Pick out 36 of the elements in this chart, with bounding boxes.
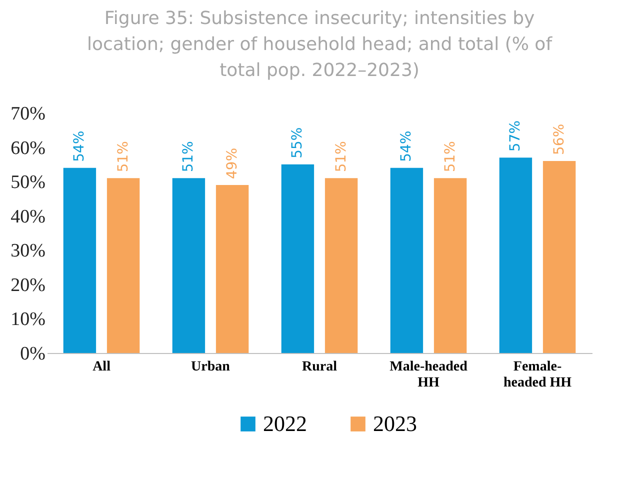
x-tick-label: All: [92, 360, 111, 374]
data-label: 54%: [72, 130, 88, 162]
y-tick-label: 0%: [20, 344, 46, 364]
legend-label: 2023: [373, 411, 417, 436]
bar: [172, 178, 206, 353]
data-label: 51%: [442, 141, 458, 172]
data-label: 51%: [333, 141, 350, 172]
bar: [324, 178, 358, 353]
bar: [390, 168, 424, 353]
chart-title: Figure 35: Subsistence insecurity; intensities by location; gender of household head; and total (% of total pop. 2022–2023): [86, 8, 553, 81]
data-label: 57%: [508, 120, 524, 152]
data-label: 55%: [290, 127, 306, 158]
bar: [542, 161, 576, 353]
data-label: 51%: [115, 141, 132, 172]
y-tick-label: 50%: [10, 172, 46, 194]
bar: [106, 178, 140, 353]
x-tick-label: Male-headed HH: [390, 360, 468, 390]
data-label: 51%: [180, 141, 197, 172]
data-label: 56%: [551, 124, 568, 155]
bar: [434, 178, 467, 353]
bar: [216, 185, 249, 353]
y-tick-label: 70%: [10, 104, 46, 124]
x-tick-label: Rural: [302, 360, 338, 374]
y-tick-label: 10%: [10, 309, 46, 330]
data-label: 54%: [398, 130, 415, 162]
y-tick-label: 30%: [10, 240, 46, 262]
y-tick-label: 60%: [10, 138, 46, 159]
x-tick-label: Urban: [191, 360, 230, 374]
y-tick-label: 20%: [10, 274, 46, 296]
data-label: 49%: [224, 148, 240, 179]
bar: [499, 158, 532, 353]
bar: [63, 168, 96, 353]
y-tick-label: 40%: [10, 206, 46, 228]
bar: [281, 164, 314, 353]
legend-label: 2022: [263, 411, 307, 436]
x-tick-label: Female-headed HH: [503, 360, 572, 390]
